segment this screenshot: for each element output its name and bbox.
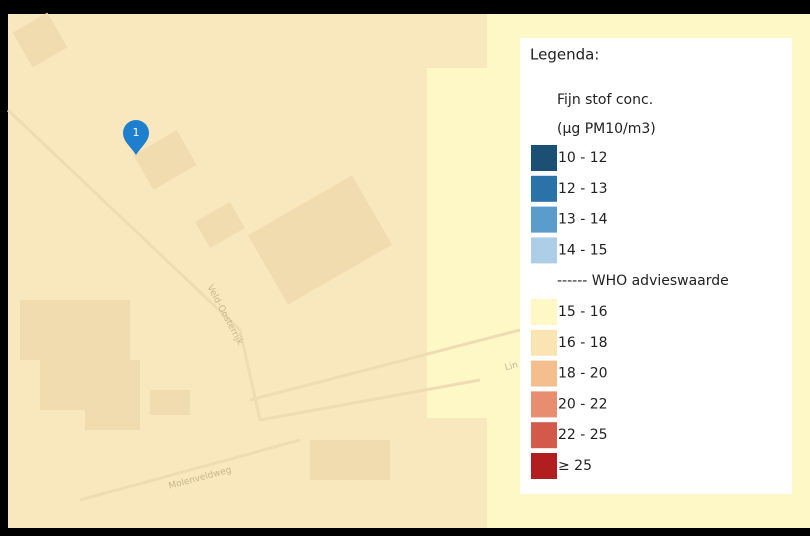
legend-subtitle: Fijn stof conc. <box>557 92 653 108</box>
map-features <box>6 12 521 502</box>
legend-swatch <box>531 360 557 387</box>
legend-label: 14 - 15 <box>558 242 608 258</box>
legend-label: 22 - 25 <box>558 427 608 443</box>
legend-label: 12 - 13 <box>558 181 608 197</box>
legend-box <box>520 38 792 494</box>
building <box>85 400 140 430</box>
legend-label: 15 - 16 <box>558 304 608 320</box>
legend-swatch <box>531 237 557 264</box>
legend-swatch <box>531 453 557 479</box>
building <box>150 390 190 415</box>
legend-swatch <box>531 145 557 171</box>
legend-label: 16 - 18 <box>558 335 608 351</box>
street-label: Lin <box>504 360 519 373</box>
legend-swatch <box>531 391 557 418</box>
legend-subtitle: (µg PM10/m3) <box>557 121 656 137</box>
legend-swatch <box>531 422 557 449</box>
marker-label[interactable]: 1 <box>133 126 140 139</box>
building <box>195 202 245 248</box>
road <box>6 108 481 422</box>
legend-label: ≥ 25 <box>558 458 592 474</box>
legend-label: 18 - 20 <box>558 366 608 382</box>
road <box>79 438 301 502</box>
legend-swatch <box>531 206 557 233</box>
legend-label: 20 - 22 <box>558 396 608 412</box>
legend-swatch <box>531 329 557 356</box>
legend-swatch <box>531 299 557 325</box>
building <box>310 440 390 480</box>
road <box>249 328 521 402</box>
building <box>12 12 68 68</box>
legend-label: 13 - 14 <box>558 212 608 228</box>
map-marker[interactable]: 1 <box>123 120 149 155</box>
legend-swatch <box>531 175 557 202</box>
building <box>20 300 130 360</box>
legend-title: Legenda: <box>530 46 599 64</box>
legend: Legenda: Fijn stof conc. (µg PM10/m3) 10… <box>520 38 792 494</box>
legend-note: ------ WHO advieswaarde <box>557 273 729 289</box>
building <box>248 175 392 305</box>
legend-label: 10 - 12 <box>558 150 608 166</box>
building <box>133 130 197 190</box>
marker-pin[interactable] <box>123 120 149 155</box>
